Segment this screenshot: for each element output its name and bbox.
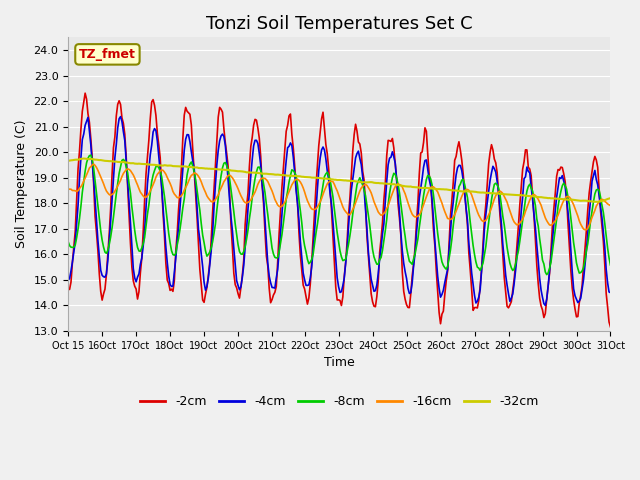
-8cm [101, 249, 109, 255]
-32cm [80, 156, 88, 161]
-32cm [533, 194, 541, 200]
-4cm [116, 114, 124, 120]
-2cm [452, 154, 460, 159]
-16cm [101, 185, 109, 191]
-8cm [533, 216, 541, 222]
-32cm [101, 158, 109, 164]
-2cm [81, 90, 89, 96]
-32cm [594, 199, 602, 204]
-8cm [83, 160, 90, 166]
-8cm [64, 239, 72, 245]
-32cm [452, 188, 460, 193]
-4cm [605, 289, 613, 295]
X-axis label: Time: Time [324, 356, 355, 369]
-8cm [452, 202, 460, 207]
-4cm [607, 290, 614, 296]
-16cm [582, 227, 590, 233]
-8cm [607, 262, 614, 268]
Line: -2cm: -2cm [68, 93, 611, 327]
-2cm [84, 111, 92, 117]
-16cm [345, 212, 353, 218]
-4cm [541, 302, 549, 308]
-16cm [533, 194, 541, 200]
-32cm [607, 195, 614, 201]
-4cm [533, 242, 541, 248]
-16cm [90, 161, 97, 167]
-8cm [345, 241, 353, 247]
Legend: -2cm, -4cm, -8cm, -16cm, -32cm: -2cm, -4cm, -8cm, -16cm, -32cm [135, 390, 543, 413]
-16cm [83, 172, 90, 178]
Line: -4cm: -4cm [68, 117, 611, 305]
-2cm [604, 304, 611, 310]
-2cm [101, 286, 109, 292]
-2cm [607, 324, 614, 330]
-32cm [64, 158, 72, 164]
-2cm [64, 286, 72, 292]
-8cm [605, 255, 613, 261]
Line: -16cm: -16cm [68, 164, 611, 230]
-2cm [345, 213, 353, 218]
Line: -32cm: -32cm [68, 158, 611, 202]
-8cm [87, 152, 95, 158]
-16cm [607, 203, 614, 208]
-4cm [452, 172, 460, 178]
-16cm [64, 186, 72, 192]
Title: Tonzi Soil Temperatures Set C: Tonzi Soil Temperatures Set C [206, 15, 472, 33]
-32cm [84, 156, 92, 162]
Text: TZ_fmet: TZ_fmet [79, 48, 136, 61]
-4cm [83, 119, 90, 124]
Y-axis label: Soil Temperature (C): Soil Temperature (C) [15, 120, 28, 248]
-4cm [64, 277, 72, 283]
-4cm [100, 274, 108, 280]
-8cm [543, 272, 550, 277]
-32cm [345, 178, 353, 183]
Line: -8cm: -8cm [68, 155, 611, 275]
-16cm [452, 208, 460, 214]
-32cm [605, 196, 613, 202]
-4cm [345, 224, 353, 230]
-2cm [533, 263, 541, 269]
-16cm [605, 202, 613, 208]
